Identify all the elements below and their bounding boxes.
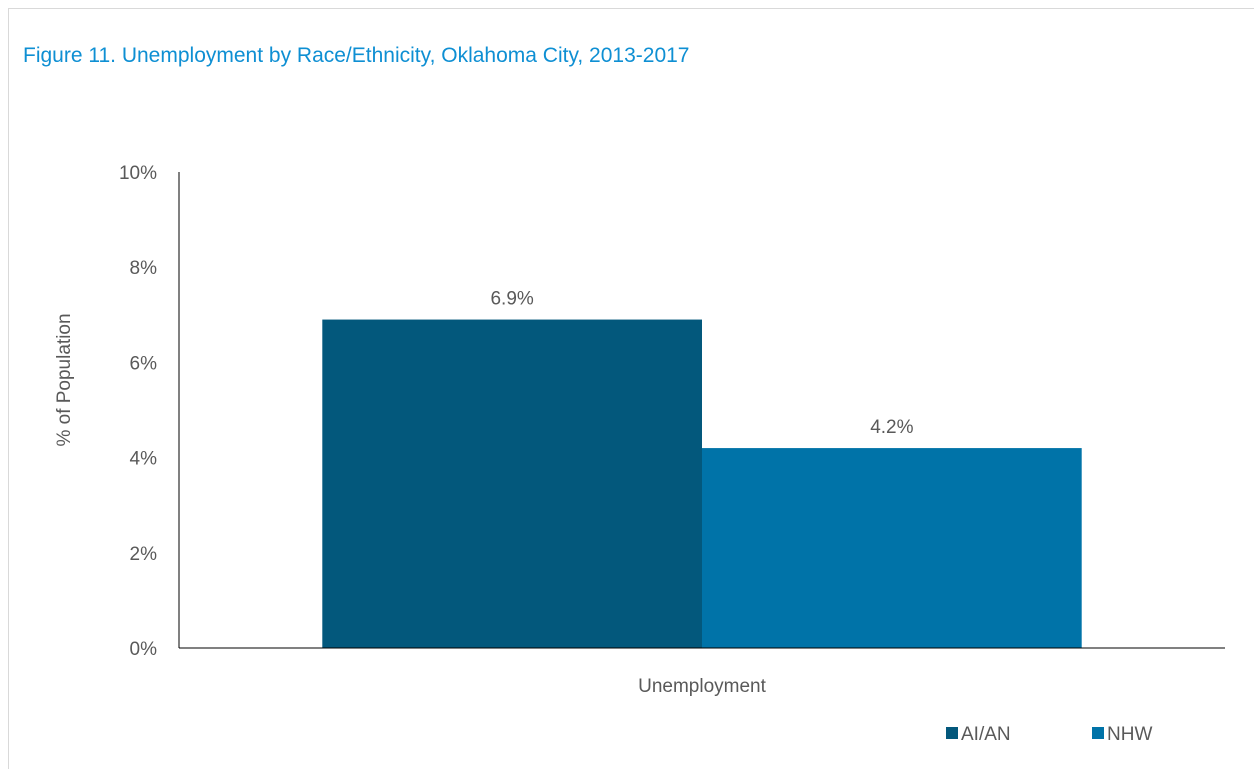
data-label: 4.2% <box>870 417 913 438</box>
y-tick-label: 6% <box>130 353 158 374</box>
y-axis-ticks: 0% 2% 4% 6% 8% 10% <box>119 163 157 660</box>
y-axis-title: % of Population <box>54 313 75 446</box>
legend: AI/AN NHW <box>946 724 1152 745</box>
data-label: 6.9% <box>490 289 533 310</box>
legend-label: NHW <box>1107 724 1152 745</box>
y-tick-label: 8% <box>130 258 158 279</box>
y-tick-label: 2% <box>130 544 158 565</box>
data-labels: 6.9% 4.2% <box>490 289 913 439</box>
legend-swatch <box>1092 727 1104 739</box>
x-category-label: Unemployment <box>638 676 766 697</box>
x-axis-categories: Unemployment <box>638 676 766 697</box>
y-tick-label: 0% <box>130 639 158 660</box>
legend-swatch <box>946 727 958 739</box>
chart-title: Figure 11. Unemployment by Race/Ethnicit… <box>23 44 690 67</box>
bar-nhw <box>702 448 1082 648</box>
chart-frame <box>8 8 1254 769</box>
bar-ai-an <box>322 319 702 648</box>
bars <box>322 319 1082 648</box>
y-tick-label: 10% <box>119 163 157 184</box>
y-tick-label: 4% <box>130 449 158 470</box>
legend-label: AI/AN <box>961 724 1011 745</box>
